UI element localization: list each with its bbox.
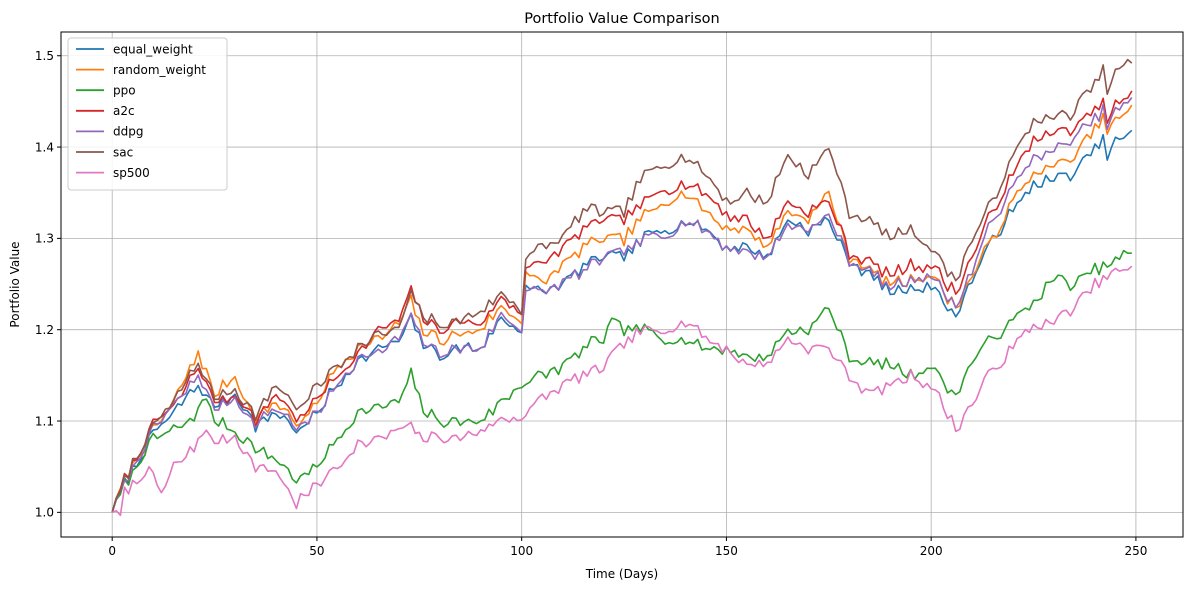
- series-layer: [111, 58, 1133, 517]
- legend-label-ppo: ppo: [113, 84, 136, 98]
- series-line-sac: [111, 58, 1133, 513]
- series-line-random_weight: [111, 104, 1133, 513]
- y-tick-label: 1.4: [35, 140, 54, 154]
- legend-label-sp500: sp500: [113, 166, 150, 180]
- x-axis-label: Time (Days): [585, 567, 659, 581]
- x-tick-label: 200: [920, 544, 943, 558]
- x-tick-label: 0: [108, 544, 116, 558]
- series-line-ddpg: [111, 97, 1133, 513]
- y-axis-ticks: 1.0 1.1 1.2 1.3 1.4 1.5: [35, 49, 61, 520]
- x-tick-label: 50: [309, 544, 324, 558]
- legend-label-a2c: a2c: [113, 104, 135, 118]
- series-line-a2c: [111, 90, 1133, 513]
- y-tick-label: 1.0: [35, 506, 54, 520]
- y-tick-label: 1.3: [35, 232, 54, 246]
- legend-label-ddpg: ddpg: [113, 125, 143, 139]
- y-tick-label: 1.1: [35, 414, 54, 428]
- legend-label-random_weight: random_weight: [113, 63, 206, 77]
- legend-label-sac: sac: [113, 145, 133, 159]
- plot-frame: [60, 31, 1184, 538]
- y-axis-label: Portfolio Value: [8, 241, 22, 327]
- legend-box: [67, 37, 228, 191]
- legend-label-equal_weight: equal_weight: [113, 42, 193, 56]
- series-line-equal_weight: [111, 129, 1133, 513]
- x-tick-label: 250: [1124, 544, 1147, 558]
- x-axis-ticks: 0 50 100 150 200 250: [108, 537, 1147, 558]
- x-tick-label: 150: [715, 544, 738, 558]
- series-line-sp500: [111, 265, 1133, 517]
- y-tick-label: 1.2: [35, 323, 54, 337]
- chart-title: Portfolio Value Comparison: [524, 11, 720, 27]
- series-line-ppo: [111, 249, 1132, 513]
- y-tick-label: 1.5: [35, 49, 54, 63]
- x-tick-label: 100: [510, 544, 533, 558]
